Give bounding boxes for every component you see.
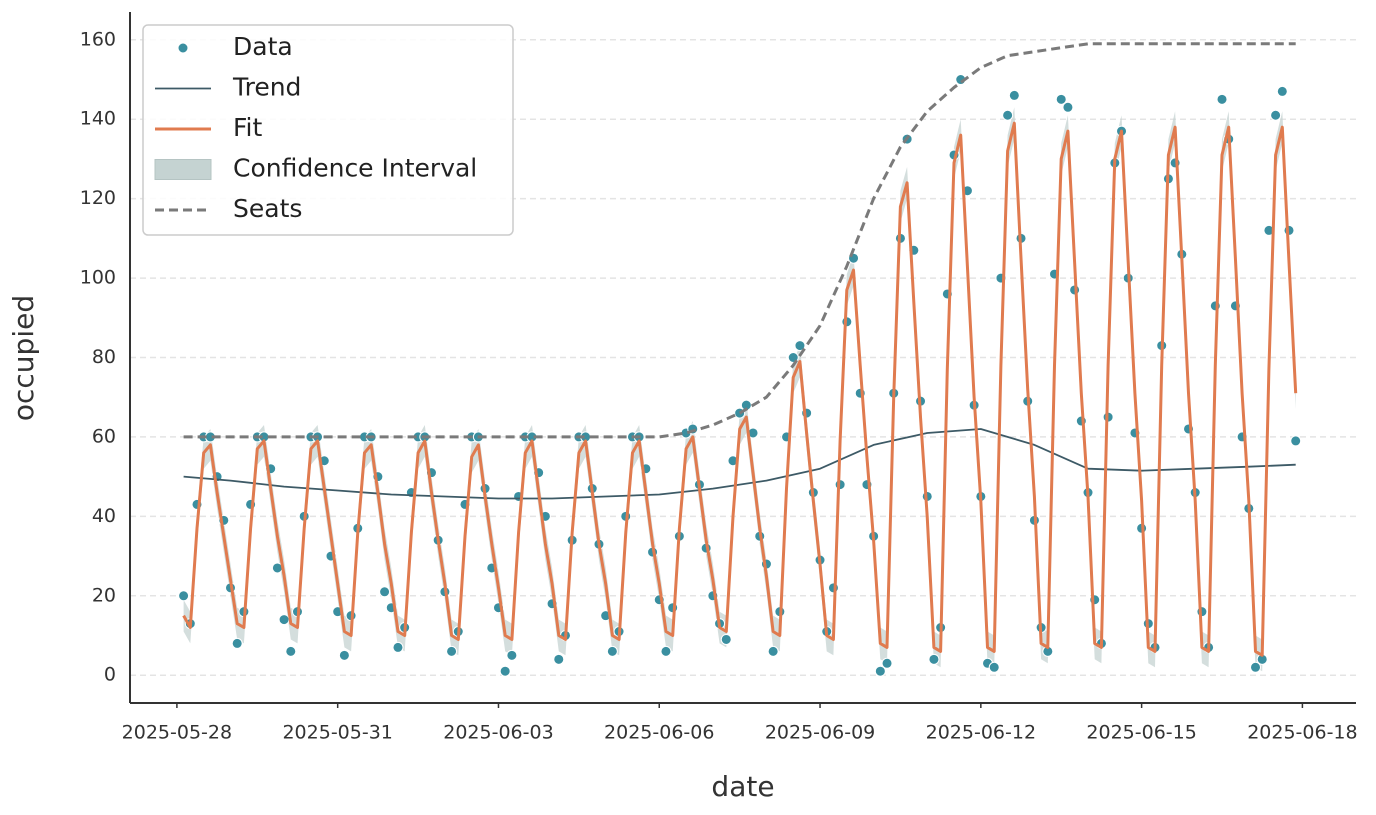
data-point [1209, 300, 1221, 312]
data-point [553, 653, 565, 665]
y-tick-label: 40 [92, 505, 116, 527]
data-point [1055, 93, 1067, 105]
series-line [182, 121, 1298, 657]
data-point [767, 645, 779, 657]
data-point [1169, 157, 1181, 169]
data-point [1276, 85, 1288, 97]
data-point [278, 614, 290, 626]
series-line [183, 428, 1296, 500]
plot-area [178, 42, 1302, 677]
data-point [720, 633, 732, 645]
x-tick-label: 2025-06-12 [926, 722, 1036, 744]
data-point [881, 657, 893, 669]
legend-label: Seats [233, 194, 302, 223]
data-point [1002, 109, 1014, 121]
data-point [988, 661, 1000, 673]
data-point [178, 590, 190, 602]
data-point [446, 645, 458, 657]
y-tick-label: 20 [92, 584, 116, 606]
legend-label: Confidence Interval [233, 154, 477, 183]
data-point [827, 582, 839, 594]
series-line [183, 42, 1296, 439]
x-tick-label: 2025-06-15 [1086, 722, 1196, 744]
x-tick-label: 2025-06-03 [443, 722, 553, 744]
legend-label: Fit [233, 113, 263, 142]
y-axis-title: occupied [7, 295, 40, 421]
data-point [794, 340, 806, 352]
data-point [1008, 89, 1020, 101]
legend-label: Data [233, 32, 293, 61]
x-tick-label: 2025-06-18 [1247, 722, 1357, 744]
data-point [1290, 435, 1302, 447]
data-point [499, 665, 511, 677]
x-tick-label: 2025-06-06 [604, 722, 714, 744]
y-tick-label: 140 [80, 108, 116, 130]
data-point [379, 586, 391, 598]
y-tick-label: 0 [104, 664, 116, 686]
data-point [660, 645, 672, 657]
data-point [285, 645, 297, 657]
y-tick-label: 120 [80, 187, 116, 209]
ticks: 0 20 40 60 80 100 120 140 160 2025-05-28 2025-05-3… [80, 28, 1358, 743]
y-tick-label: 160 [80, 28, 116, 50]
y-tick-label: 80 [92, 346, 116, 368]
x-tick-label: 2025-05-28 [122, 722, 232, 744]
data-point [606, 645, 618, 657]
data-point [506, 649, 518, 661]
x-axis-title: date [711, 770, 774, 803]
x-tick-label: 2025-05-31 [282, 722, 392, 744]
legend-box [142, 24, 514, 236]
y-tick-label: 60 [92, 425, 116, 447]
y-tick-label: 100 [80, 267, 116, 289]
data-point [928, 653, 940, 665]
data-point [231, 637, 243, 649]
data-point [392, 641, 404, 653]
legend-marker [154, 159, 212, 180]
data-point [338, 649, 350, 661]
data-point [1250, 661, 1262, 673]
data-point [1062, 101, 1074, 113]
data-point [874, 665, 886, 677]
legend-label: Trend [232, 73, 301, 102]
legend: Data Trend Fit Confidence Interval Seats [142, 24, 514, 236]
x-tick-label: 2025-06-09 [765, 722, 875, 744]
data-point [1270, 109, 1282, 121]
legend-marker [177, 42, 189, 54]
data-point [1216, 93, 1228, 105]
